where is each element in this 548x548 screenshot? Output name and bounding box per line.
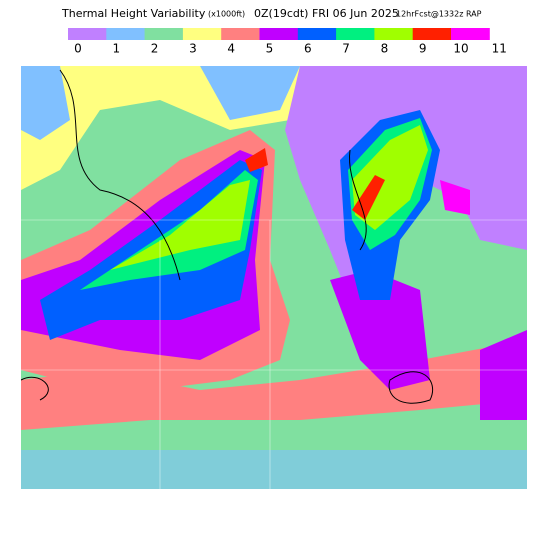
- valid-time: 0Z(19cdt) FRI 06 Jun 2025: [254, 7, 399, 20]
- legend-swatch: [412, 28, 452, 40]
- legend-label: 11: [492, 42, 507, 56]
- legend-label: 5: [266, 42, 274, 56]
- legend-swatch: [259, 28, 299, 40]
- legend-label: 6: [304, 42, 312, 56]
- legend-label: 4: [227, 42, 235, 56]
- legend-label: 9: [419, 42, 427, 56]
- forecast: 12hrFcst@1332z RAP: [396, 10, 482, 19]
- legend-label: 3: [189, 42, 197, 56]
- units: (x1000ft): [208, 10, 245, 19]
- legend-swatch: [106, 28, 146, 40]
- legend-swatch: [336, 28, 375, 40]
- legend-swatch: [374, 28, 414, 40]
- legend-swatch: [297, 28, 337, 40]
- legend-label: 8: [381, 42, 389, 56]
- legend-swatch: [144, 28, 184, 40]
- legend-label: 1: [112, 42, 120, 56]
- legend: 0 1 2 3 4 5 6 7 8 9 10 11: [68, 28, 507, 56]
- legend-label: 10: [453, 42, 468, 56]
- legend-label: 2: [151, 42, 159, 56]
- legend-label: 0: [74, 42, 82, 56]
- legend-swatch: [451, 28, 490, 40]
- legend-swatch: [182, 28, 222, 40]
- map: [21, 66, 527, 489]
- legend-swatch: [221, 28, 260, 40]
- legend-swatch: [68, 28, 107, 40]
- title: Thermal Height Variability: [61, 7, 206, 20]
- legend-label: 7: [342, 42, 350, 56]
